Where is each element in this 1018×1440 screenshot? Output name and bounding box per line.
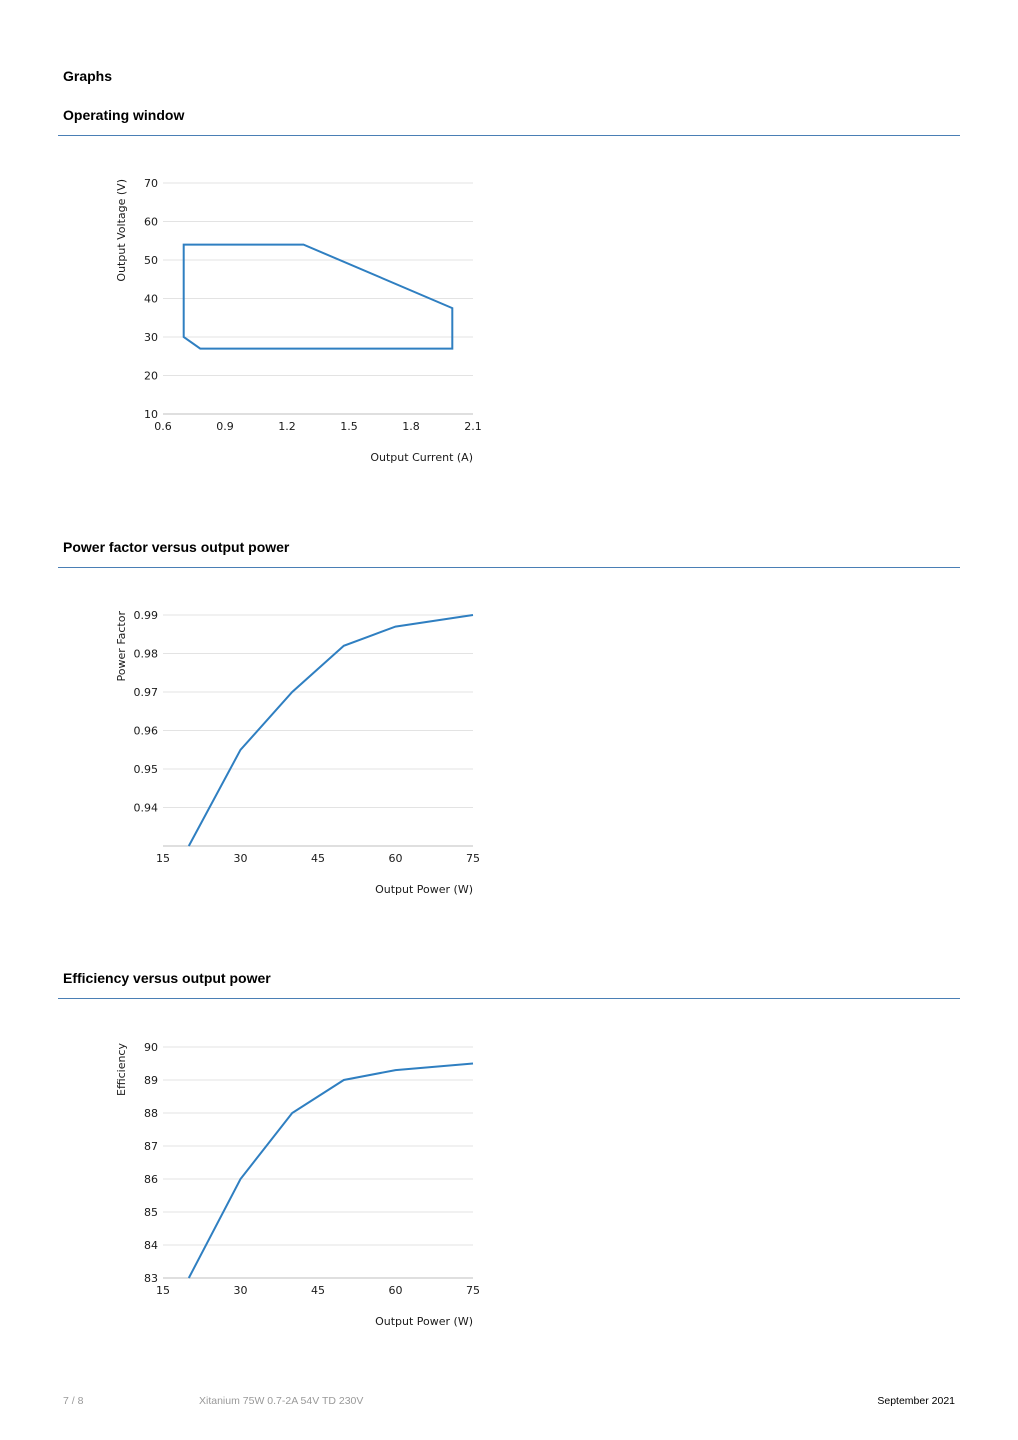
section-divider xyxy=(58,135,960,136)
y-tick-label: 0.98 xyxy=(134,648,159,661)
x-tick-label: 15 xyxy=(156,852,170,865)
y-tick-label: 88 xyxy=(144,1107,158,1120)
chart-svg: 10 20 30 40 50 60 70 0.6 0.9 1.2 1.5 1.8 2.1 Output C… xyxy=(115,177,482,464)
chart-svg: 83 84 85 86 87 88 89 90 15 30 45 60 75 Output Power (… xyxy=(115,1041,480,1328)
y-tick-label: 20 xyxy=(144,370,158,383)
chart-efficiency: 83 84 85 86 87 88 89 90 15 30 45 60 75 Output Power (… xyxy=(100,1024,500,1344)
y-tick-label: 85 xyxy=(144,1206,158,1219)
section-divider xyxy=(58,998,960,999)
data-series-line xyxy=(182,243,454,350)
x-tick-label: 2.1 xyxy=(464,420,482,433)
x-tick-label: 45 xyxy=(311,1284,325,1297)
footer-date: September 2021 xyxy=(877,1395,955,1407)
y-axis-label: Power Factor xyxy=(115,611,128,682)
y-tick-label: 60 xyxy=(144,216,158,229)
chart-operating-window: 10 20 30 40 50 60 70 0.6 0.9 1.2 1.5 1.8 2.1 Output C… xyxy=(100,160,500,480)
x-tick-label: 30 xyxy=(234,1284,248,1297)
y-tick-label: 30 xyxy=(144,331,158,344)
x-tick-label: 75 xyxy=(466,852,480,865)
y-tick-label: 0.97 xyxy=(134,686,159,699)
x-tick-label: 45 xyxy=(311,852,325,865)
footer-page-number: 7 / 8 xyxy=(63,1395,84,1407)
y-tick-label: 40 xyxy=(144,293,158,306)
section-divider xyxy=(58,567,960,568)
footer-product-name: Xitanium 75W 0.7-2A 54V TD 230V xyxy=(199,1395,364,1407)
y-tick-label: 0.95 xyxy=(134,763,159,776)
y-tick-label: 87 xyxy=(144,1140,158,1153)
data-series-line xyxy=(187,1062,474,1279)
x-tick-label: 0.9 xyxy=(216,420,234,433)
section-title-operating-window: Operating window xyxy=(63,107,185,123)
data-series-line xyxy=(187,614,474,847)
section-title-efficiency: Efficiency versus output power xyxy=(63,970,271,986)
x-tick-label: 30 xyxy=(234,852,248,865)
x-tick-label: 1.5 xyxy=(340,420,358,433)
y-tick-label: 83 xyxy=(144,1272,158,1285)
y-tick-label: 70 xyxy=(144,177,158,190)
y-axis-label: Efficiency xyxy=(115,1043,128,1096)
y-tick-label: 50 xyxy=(144,254,158,267)
x-tick-label: 1.2 xyxy=(278,420,296,433)
y-tick-label: 90 xyxy=(144,1041,158,1054)
x-tick-label: 1.8 xyxy=(402,420,420,433)
x-axis-label: Output Current (A) xyxy=(370,451,473,464)
x-tick-label: 15 xyxy=(156,1284,170,1297)
x-axis-label: Output Power (W) xyxy=(375,883,473,896)
y-tick-label: 10 xyxy=(144,408,158,421)
x-tick-label: 0.6 xyxy=(154,420,172,433)
section-title-power-factor: Power factor versus output power xyxy=(63,539,290,555)
x-tick-label: 60 xyxy=(389,1284,403,1297)
chart-power-factor: 0.94 0.95 0.96 0.97 0.98 0.99 15 30 45 60 75 Output… xyxy=(100,592,500,912)
y-tick-label: 84 xyxy=(144,1239,158,1252)
y-tick-label: 0.96 xyxy=(134,725,159,738)
y-tick-label: 0.99 xyxy=(134,609,159,622)
page-title: Graphs xyxy=(63,68,113,84)
x-tick-label: 60 xyxy=(389,852,403,865)
chart-svg: 0.94 0.95 0.96 0.97 0.98 0.99 15 30 45 60 75 Output… xyxy=(115,609,480,896)
x-tick-label: 75 xyxy=(466,1284,480,1297)
y-tick-label: 89 xyxy=(144,1074,158,1087)
y-axis-label: Output Voltage (V) xyxy=(115,179,128,282)
y-tick-label: 86 xyxy=(144,1173,158,1186)
y-tick-label: 0.94 xyxy=(134,802,159,815)
x-axis-label: Output Power (W) xyxy=(375,1315,473,1328)
